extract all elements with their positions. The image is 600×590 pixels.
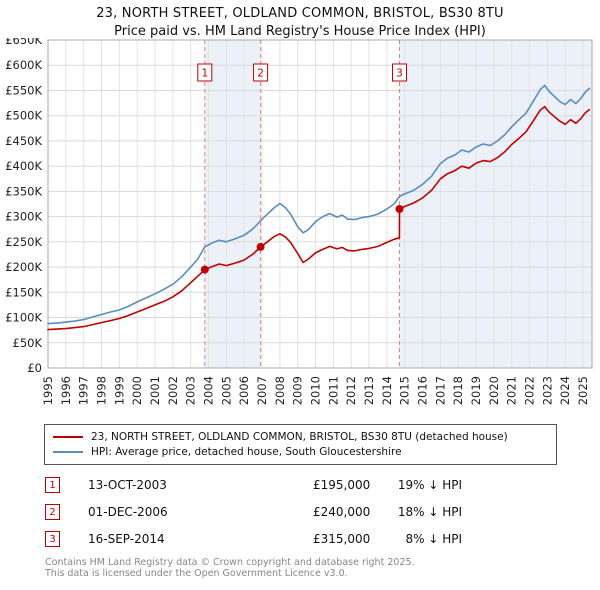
- x-tick-label: 1997: [77, 376, 91, 405]
- x-tick-label: 2023: [540, 376, 554, 405]
- sale-number-box: [392, 63, 407, 82]
- y-tick-label: £450K: [5, 134, 42, 148]
- ownership-band: [204, 40, 261, 368]
- y-tick-label: £50K: [13, 336, 43, 350]
- sales-table: 1 13-OCT-2003 £195,000 19% ↓ HPI 2 01-DE…: [45, 473, 557, 554]
- y-tick-label: £0: [27, 361, 42, 375]
- sale-hpi-diff: 19% ↓ HPI: [397, 478, 462, 492]
- x-tick-label: 2016: [416, 376, 430, 405]
- sale-marker: [256, 242, 265, 251]
- sale-marker: [395, 205, 404, 213]
- y-tick-label: £400K: [5, 159, 42, 173]
- x-tick-label: 2004: [202, 376, 216, 405]
- x-tick-label: 1996: [59, 376, 73, 405]
- footer-line-1: Contains HM Land Registry data © Crown c…: [45, 557, 415, 568]
- x-tick-label: 2010: [309, 376, 323, 405]
- x-tick-label: 2015: [398, 376, 412, 405]
- x-tick-label: 2000: [130, 376, 144, 405]
- sale-price: £315,000: [313, 532, 371, 546]
- legend-entry-price-paid: 23, NORTH STREET, OLDLAND COMMON, BRISTO…: [53, 429, 548, 444]
- x-tick-label: 2001: [148, 376, 162, 405]
- sale-number-badge: 1: [45, 477, 60, 493]
- footer-line-2: This data is licensed under the Open Gov…: [45, 568, 348, 580]
- sale-date: 13-OCT-2003: [88, 478, 167, 492]
- sale-date: 16-SEP-2014: [88, 532, 165, 546]
- x-tick-label: 2017: [433, 376, 447, 405]
- x-tick-label: 2009: [291, 376, 305, 405]
- page-subtitle: Price paid vs. HM Land Registry's House …: [114, 24, 486, 39]
- y-tick-label: £200K: [5, 260, 42, 274]
- legend-line-price-paid: [53, 435, 83, 438]
- sale-number-box-label: 1: [201, 68, 208, 80]
- sale-number-box-label: 2: [257, 68, 264, 80]
- x-tick-label: 2018: [451, 376, 465, 405]
- x-tick-label: 2003: [184, 376, 198, 405]
- x-tick-label: 2014: [380, 376, 394, 405]
- y-tick-label: £600K: [5, 58, 42, 72]
- sale-row-1: 1 13-OCT-2003 £195,000 19% ↓ HPI: [45, 473, 557, 500]
- page-title: 23, NORTH STREET, OLDLAND COMMON, BRISTO…: [96, 6, 504, 21]
- legend-label-hpi: HPI: Average price, detached house, Sout…: [91, 445, 402, 458]
- sale-hpi-diff: 18% ↓ HPI: [397, 505, 462, 519]
- y-tick-label: £150K: [5, 285, 42, 299]
- sale-number-box: [197, 63, 213, 82]
- y-tick-label: £500K: [5, 109, 42, 123]
- x-tick-label: 2013: [362, 376, 376, 405]
- legend-entry-hpi: HPI: Average price, detached house, Sout…: [53, 444, 548, 459]
- x-tick-label: 2025: [576, 376, 590, 405]
- chart-legend: 23, NORTH STREET, OLDLAND COMMON, BRISTO…: [44, 424, 557, 465]
- y-tick-label: £550K: [5, 84, 42, 98]
- y-tick-label: £100K: [5, 311, 42, 325]
- sale-row-2: 2 01-DEC-2006 £240,000 18% ↓ HPI: [45, 500, 557, 527]
- sale-marker: [200, 265, 209, 274]
- x-tick-label: 1995: [41, 376, 55, 405]
- sale-hpi-diff: 8% ↓ HPI: [405, 532, 462, 546]
- y-tick-label: £300K: [5, 210, 42, 224]
- x-tick-label: 2006: [237, 376, 251, 405]
- sale-number-box-label: 3: [396, 68, 403, 80]
- ownership-band: [399, 40, 592, 368]
- series-line-hpi: [47, 84, 591, 325]
- legend-line-hpi: [53, 450, 83, 453]
- x-tick-label: 2005: [219, 376, 233, 405]
- x-tick-label: 2011: [326, 376, 340, 405]
- x-tick-label: 1999: [112, 376, 126, 405]
- plot-border: [47, 39, 593, 369]
- sale-number-badge: 2: [45, 504, 60, 520]
- x-tick-label: 2002: [166, 376, 180, 405]
- x-tick-label: 2024: [558, 376, 572, 405]
- x-tick-label: 2021: [505, 376, 519, 405]
- x-tick-label: 2012: [344, 376, 358, 405]
- x-tick-label: 2020: [487, 376, 501, 405]
- x-tick-label: 2019: [469, 376, 483, 405]
- sale-price: £240,000: [313, 505, 371, 519]
- x-tick-label: 2022: [523, 376, 537, 405]
- price-chart: 1 2 3 £0 £50K £100K £150K £200K £250K £300K £350K £…: [5, 38, 593, 405]
- x-tick-label: 1998: [95, 376, 109, 405]
- sale-date: 01-DEC-2006: [88, 505, 168, 519]
- y-tick-label: £650K: [5, 38, 42, 47]
- license-footer: Contains HM Land Registry data © Crown c…: [45, 557, 415, 580]
- sale-number-badge: 3: [45, 531, 60, 547]
- y-tick-label: £350K: [5, 184, 42, 198]
- sale-price: £195,000: [313, 478, 371, 492]
- x-tick-label: 2007: [255, 376, 269, 405]
- series-line-price-paid: [47, 105, 591, 331]
- x-tick-label: 2008: [273, 376, 287, 405]
- sale-row-3: 3 16-SEP-2014 £315,000 8% ↓ HPI: [45, 527, 557, 554]
- y-tick-label: £250K: [5, 235, 42, 249]
- chart-header: 23, NORTH STREET, OLDLAND COMMON, BRISTO…: [0, 6, 600, 39]
- legend-label-price-paid: 23, NORTH STREET, OLDLAND COMMON, BRISTO…: [91, 430, 508, 443]
- sale-number-box: [253, 63, 269, 82]
